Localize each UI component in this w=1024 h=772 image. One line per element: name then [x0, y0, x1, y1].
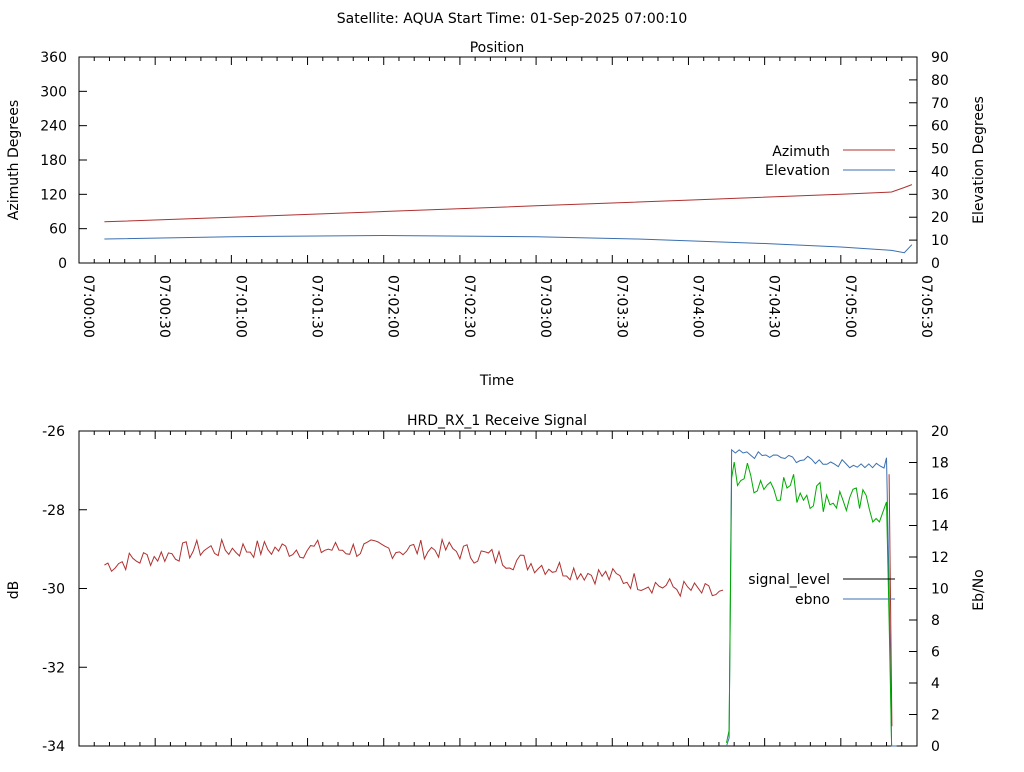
chart1-y2tick-label: 0	[931, 256, 940, 272]
chart2-ytick-label: -34	[42, 739, 65, 755]
chart2-y2tick-label: 6	[931, 645, 940, 661]
chart1-xtick-label: 07:03:00	[537, 275, 553, 338]
chart2-y2label: Eb/No	[971, 569, 987, 611]
chart1-y2tick-label: 80	[931, 73, 949, 89]
chart1-ytick-label: 360	[40, 50, 67, 66]
chart1-y2tick-label: 90	[931, 50, 949, 66]
chart2-y2tick-label: 10	[931, 582, 949, 598]
chart1-y2label: Elevation Degrees	[971, 96, 987, 224]
series-ebno-line	[726, 448, 897, 747]
series-signal-level-tail	[888, 474, 893, 727]
chart1-xtick-label: 07:01:00	[232, 275, 248, 338]
chart1-xtick-label: 07:02:30	[461, 275, 477, 338]
chart1-xtick-label: 07:01:30	[309, 275, 325, 338]
chart2-ytick-label: -26	[42, 424, 65, 440]
chart2-y2tick-label: 12	[931, 550, 949, 566]
chart1-xtick-label: 07:00:30	[156, 275, 172, 338]
chart1-y2tick-label: 60	[931, 119, 949, 135]
chart2-y2tick-label: 16	[931, 487, 949, 503]
chart2-ylabel: dB	[6, 581, 22, 600]
series-elevation-line	[104, 234, 913, 254]
chart2-y2tick-label: 18	[931, 456, 949, 472]
chart1-y2tick-label: 30	[931, 187, 949, 203]
chart2-y2tick-label: 8	[931, 613, 940, 629]
series-azimuth-line	[104, 184, 913, 223]
chart1-frame	[78, 56, 918, 264]
chart1-xtick-label: 07:00:00	[80, 275, 96, 338]
chart1-y2tick-label: 20	[931, 210, 949, 226]
chart2-y2tick-label: 4	[931, 676, 940, 692]
chart1-ytick-label: 240	[40, 119, 67, 135]
chart1-xlabel: Time	[479, 373, 514, 389]
chart1-y2tick-label: 70	[931, 96, 949, 112]
chart1-ytick-label: 0	[58, 256, 67, 272]
chart2-title: HRD_RX_1 Receive Signal	[407, 413, 587, 429]
legend-signal-level-label: signal_level	[748, 572, 830, 588]
chart2-y2tick-label: 0	[931, 739, 940, 755]
chart2-y2tick-label: 2	[931, 708, 940, 724]
chart1-xtick-label: 07:03:30	[613, 275, 629, 338]
chart1-title: Position	[470, 40, 525, 56]
chart1-ytick-label: 180	[40, 153, 67, 169]
chart1-y2tick-label: 10	[931, 233, 949, 249]
chart1-xtick-label: 07:05:00	[842, 275, 858, 338]
legend-azimuth-label: Azimuth	[772, 144, 830, 160]
figure-title: Satellite: AQUA Start Time: 01-Sep-2025 …	[337, 11, 687, 27]
series-signal-level-line	[104, 537, 724, 598]
chart1-ytick-label: 300	[40, 84, 67, 100]
chart1-xtick-label: 07:04:30	[766, 275, 782, 338]
chart2-ytick-label: -30	[42, 582, 65, 598]
chart1-ytick-label: 120	[40, 187, 67, 203]
legend-ebno-label: ebno	[795, 592, 830, 608]
chart2-frame	[78, 430, 918, 747]
chart1-ylabel: Azimuth Degrees	[6, 100, 22, 220]
chart1-xtick-label: 07:02:00	[385, 275, 401, 338]
chart2-ytick-label: -32	[42, 660, 65, 676]
chart1-y2tick-label: 50	[931, 142, 949, 158]
chart1-y2tick-label: 40	[931, 164, 949, 180]
chart1-xtick-label: 07:05:30	[918, 275, 934, 338]
chart2-y2tick-label: 20	[931, 424, 949, 440]
series-green-line	[726, 462, 893, 747]
chart1-ytick-label: 60	[49, 222, 67, 238]
legend-elevation-label: Elevation	[765, 163, 830, 179]
chart2-y2tick-label: 14	[931, 519, 949, 535]
chart1-xtick-label: 07:04:00	[689, 275, 705, 338]
chart2-ytick-label: -28	[42, 503, 65, 519]
